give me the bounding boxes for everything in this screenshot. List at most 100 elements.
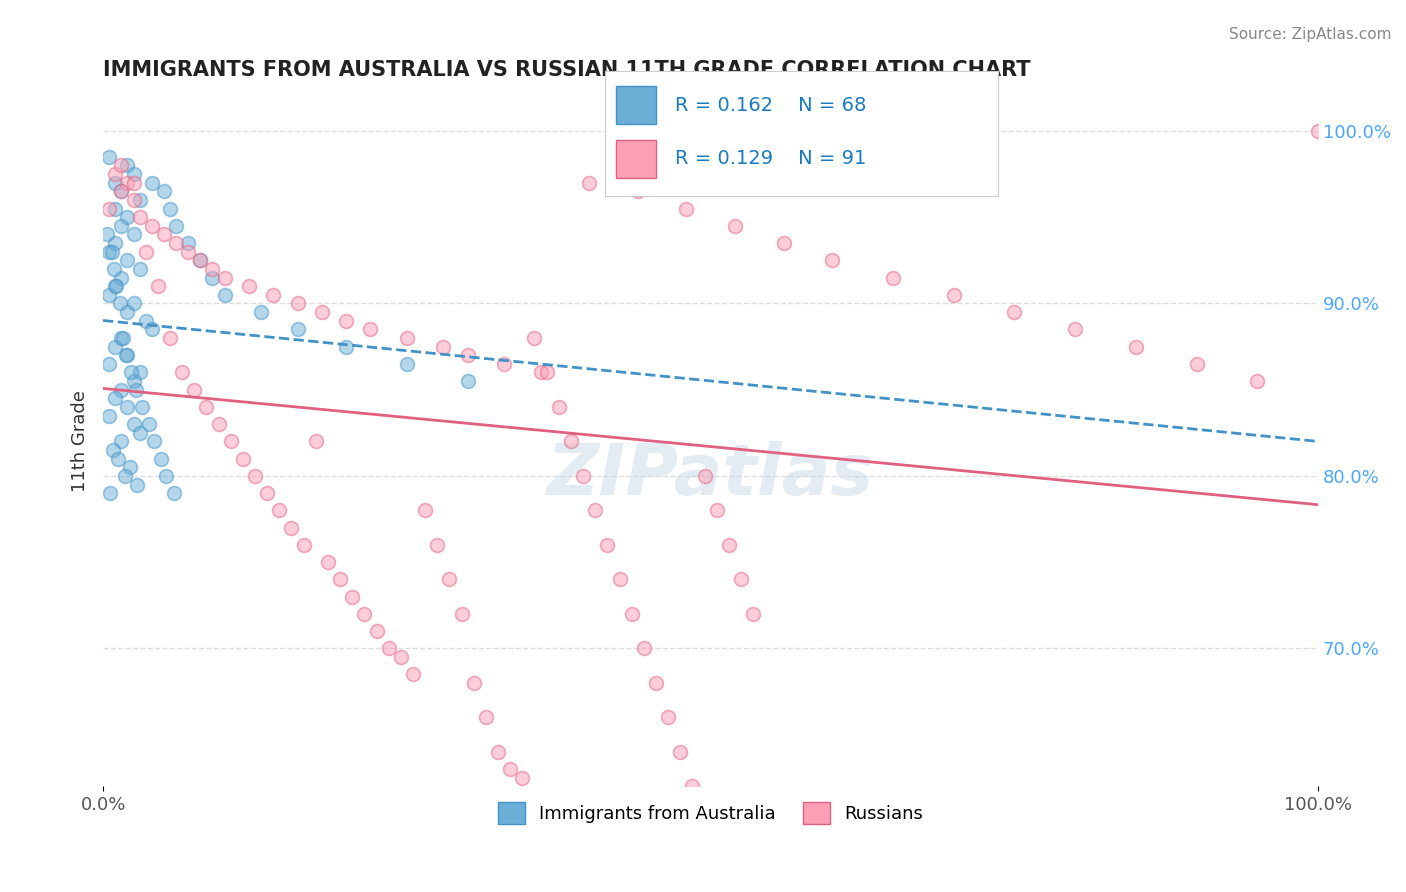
Point [243, 469, 266, 483]
Text: IMMIGRANTS FROM AUSTRALIA VS RUSSIAN 11TH GRADE CORRELATION CHART: IMMIGRANTS FROM AUSTRALIA VS RUSSIAN 11T… [103, 60, 1031, 79]
Point [256, 486, 278, 500]
Point [377, 641, 399, 656]
Point [717, 538, 740, 552]
Point [366, 624, 388, 639]
Point [287, 296, 309, 310]
Point [122, 227, 145, 242]
Point [131, 400, 153, 414]
Point [125, 383, 148, 397]
Point [162, 486, 184, 500]
Point [117, 210, 139, 224]
Point [645, 676, 668, 690]
Point [1246, 374, 1268, 388]
Point [117, 158, 139, 172]
Point [238, 279, 260, 293]
Point [724, 219, 747, 233]
Text: R = 0.129    N = 91: R = 0.129 N = 91 [675, 149, 868, 169]
Point [359, 322, 381, 336]
Point [98, 150, 121, 164]
Point [141, 322, 163, 336]
Point [402, 667, 425, 681]
Point [353, 607, 375, 621]
Point [122, 417, 145, 432]
Point [627, 184, 650, 198]
Point [311, 305, 333, 319]
Point [821, 253, 844, 268]
Point [529, 366, 551, 380]
Point [188, 253, 211, 268]
Point [262, 288, 284, 302]
Point [96, 227, 118, 242]
Point [536, 366, 558, 380]
Point [110, 434, 132, 449]
Point [110, 219, 132, 233]
Point [115, 348, 138, 362]
Point [730, 573, 752, 587]
Point [335, 340, 357, 354]
Point [1185, 357, 1208, 371]
Text: Source: ZipAtlas.com: Source: ZipAtlas.com [1229, 27, 1392, 42]
Point [693, 469, 716, 483]
Point [128, 366, 150, 380]
Point [153, 184, 176, 198]
Point [675, 202, 697, 216]
Point [118, 460, 141, 475]
Point [110, 158, 132, 172]
Point [499, 762, 522, 776]
Point [657, 710, 679, 724]
Point [305, 434, 328, 449]
Point [104, 235, 127, 250]
Point [128, 425, 150, 440]
Y-axis label: 11th Grade: 11th Grade [72, 391, 89, 492]
Point [155, 469, 177, 483]
Point [108, 296, 131, 310]
Point [475, 710, 498, 724]
Point [117, 348, 139, 362]
Point [117, 253, 139, 268]
Point [1308, 124, 1330, 138]
Point [122, 296, 145, 310]
Point [138, 417, 160, 432]
Point [104, 176, 127, 190]
Point [882, 270, 904, 285]
Point [150, 451, 173, 466]
Point [98, 244, 121, 259]
Point [127, 477, 149, 491]
Point [942, 288, 965, 302]
Point [120, 366, 142, 380]
Point [177, 244, 200, 259]
Point [316, 555, 339, 569]
Point [633, 641, 655, 656]
Point [439, 573, 461, 587]
Point [159, 202, 181, 216]
Legend: Immigrants from Australia, Russians: Immigrants from Australia, Russians [489, 793, 932, 832]
Point [706, 503, 728, 517]
Point [103, 262, 125, 277]
Point [104, 279, 127, 293]
Point [110, 383, 132, 397]
Point [117, 400, 139, 414]
Point [523, 331, 546, 345]
Point [572, 469, 595, 483]
Point [188, 253, 211, 268]
Point [98, 202, 121, 216]
Point [329, 573, 352, 587]
Point [104, 340, 127, 354]
Point [141, 176, 163, 190]
Point [292, 538, 315, 552]
Point [195, 400, 218, 414]
Point [772, 235, 794, 250]
Point [494, 357, 516, 371]
Point [172, 366, 194, 380]
Point [165, 235, 187, 250]
Point [110, 270, 132, 285]
Point [165, 219, 187, 233]
Point [122, 167, 145, 181]
Point [98, 409, 121, 423]
Point [111, 331, 134, 345]
Point [583, 503, 606, 517]
Point [117, 305, 139, 319]
Point [335, 314, 357, 328]
Text: ZIPatlas: ZIPatlas [547, 442, 875, 510]
Point [287, 322, 309, 336]
